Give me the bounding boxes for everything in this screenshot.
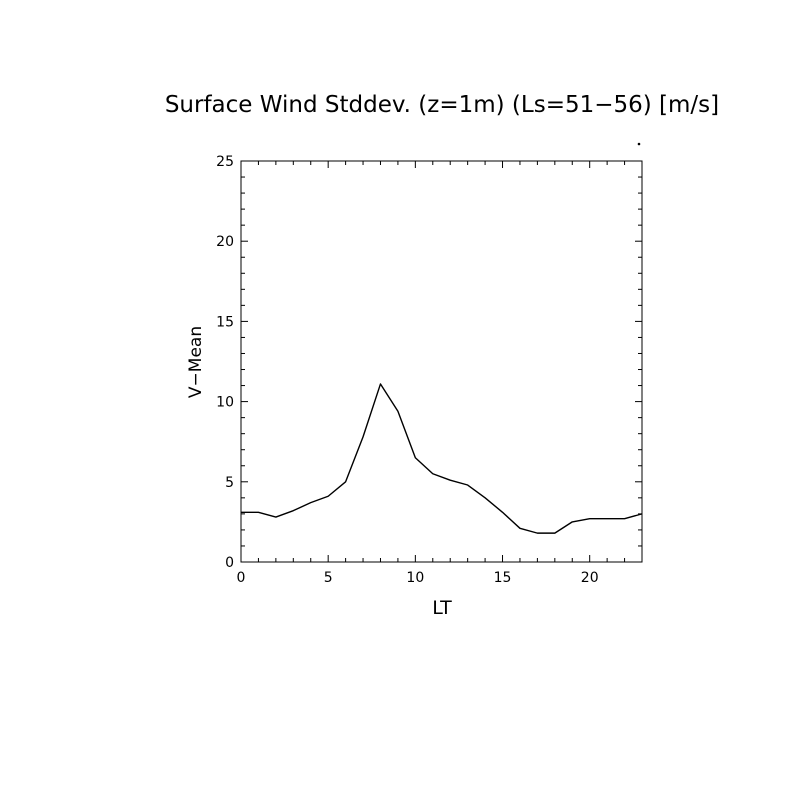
y-tick-label: 20 (216, 234, 234, 250)
y-tick-label: 15 (216, 314, 234, 330)
y-axis-label: V−Mean (186, 326, 206, 398)
x-axis-label: LT (432, 597, 452, 619)
chart-title: Surface Wind Stddev. (z=1m) (Ls=51−56) [… (165, 92, 719, 118)
x-tick-label: 5 (324, 570, 333, 586)
y-tick-label: 10 (216, 395, 234, 411)
x-tick-label: 10 (406, 570, 424, 586)
axis-tick-labels: 0 5 10 15 20 0 5 10 15 20 25 (216, 154, 598, 586)
corner-dot (637, 142, 641, 146)
series-line (241, 383, 643, 534)
axis-ticks (240, 160, 643, 563)
x-tick-label: 15 (494, 570, 512, 586)
x-tick-label: 20 (581, 570, 599, 586)
y-tick-label: 0 (225, 555, 234, 571)
x-tick-label: 0 (237, 570, 246, 586)
y-tick-label: 5 (225, 475, 234, 491)
y-tick-label: 25 (216, 154, 234, 170)
plot-frame (240, 160, 643, 563)
